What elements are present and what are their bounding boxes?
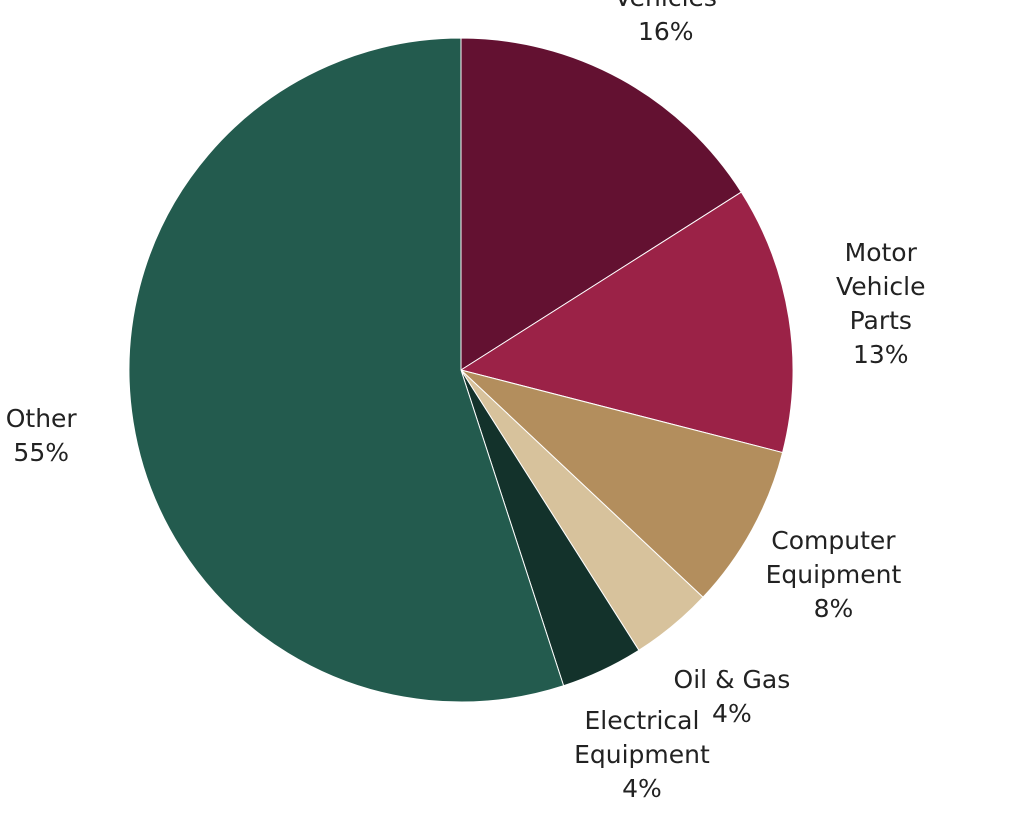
chart: Motor Vehicles16% Motor Vehicle Parts13% C… bbox=[0, 0, 1030, 835]
slice-label: Motor Vehicles16% bbox=[615, 0, 717, 49]
pie-canvas bbox=[0, 0, 1030, 835]
category-label: Motor Vehicle Parts bbox=[806, 236, 955, 338]
value-label: 13% bbox=[806, 338, 955, 372]
category-label: Other bbox=[6, 402, 77, 436]
value-label: 8% bbox=[766, 592, 902, 626]
value-label: 55% bbox=[6, 436, 77, 470]
category-label: Computer Equipment bbox=[766, 524, 902, 592]
category-label: Oil & Gas bbox=[674, 663, 791, 697]
value-label: 4% bbox=[574, 772, 710, 806]
category-label: Electrical Equipment bbox=[574, 704, 710, 772]
value-label: 16% bbox=[615, 15, 717, 49]
category-label: Motor Vehicles bbox=[615, 0, 717, 15]
